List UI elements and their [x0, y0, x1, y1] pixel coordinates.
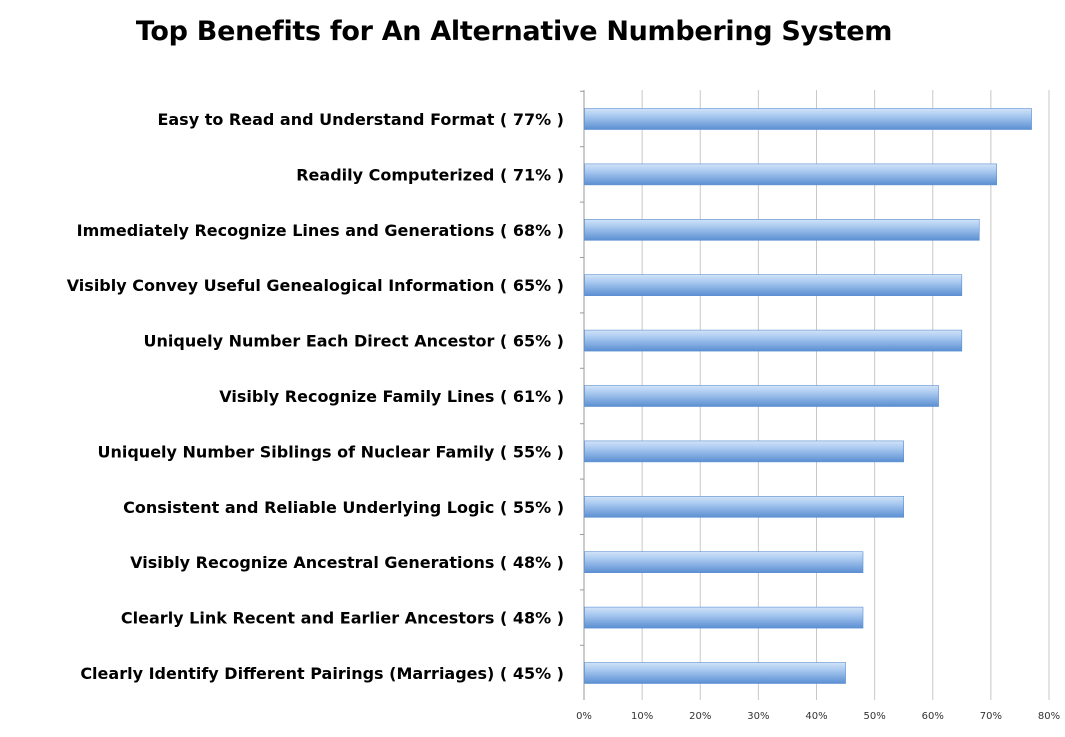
category-label: Clearly Identify Different Pairings (Mar… — [80, 664, 564, 683]
x-tick-label: 50% — [864, 711, 886, 722]
bar — [584, 551, 864, 574]
category-label: Uniquely Number Each Direct Ancestor ( 6… — [144, 332, 564, 351]
x-tick-label: 10% — [631, 711, 653, 722]
x-tick-label: 30% — [747, 711, 769, 722]
x-tick-label: 80% — [1038, 711, 1060, 722]
bar — [584, 108, 1032, 130]
category-labels: Easy to Read and Understand Format ( 77%… — [67, 110, 564, 683]
bar — [584, 662, 846, 684]
category-label: Visibly Recognize Family Lines ( 61% ) — [219, 387, 564, 406]
bar — [584, 219, 980, 241]
bar — [584, 606, 864, 629]
bar — [584, 274, 963, 297]
chart-title: Top Benefits for An Alternative Numberin… — [135, 16, 893, 47]
category-label: Readily Computerized ( 71% ) — [296, 165, 564, 184]
x-tick-label: 40% — [805, 711, 827, 722]
bar — [584, 385, 939, 407]
x-tick-label: 70% — [980, 711, 1002, 722]
category-label: Uniquely Number Siblings of Nuclear Fami… — [97, 442, 564, 461]
bars — [584, 108, 1032, 684]
x-tick-label: 0% — [576, 711, 592, 722]
bar — [584, 440, 904, 463]
category-label: Consistent and Reliable Underlying Logic… — [123, 498, 564, 517]
category-label: Immediately Recognize Lines and Generati… — [77, 221, 564, 240]
x-tick-label: 20% — [689, 711, 711, 722]
bar — [584, 163, 997, 186]
bar — [584, 495, 904, 518]
category-label: Easy to Read and Understand Format ( 77%… — [157, 110, 564, 129]
category-label: Visibly Recognize Ancestral Generations … — [130, 553, 564, 572]
x-axis-ticks: 0% 10% 20% 30% 40% 50% 60% 70% 80% — [576, 711, 1060, 722]
bar — [584, 329, 963, 352]
x-tick-label: 60% — [922, 711, 944, 722]
category-label: Visibly Convey Useful Genealogical Infor… — [67, 276, 564, 295]
category-label: Clearly Link Recent and Earlier Ancestor… — [121, 609, 564, 628]
